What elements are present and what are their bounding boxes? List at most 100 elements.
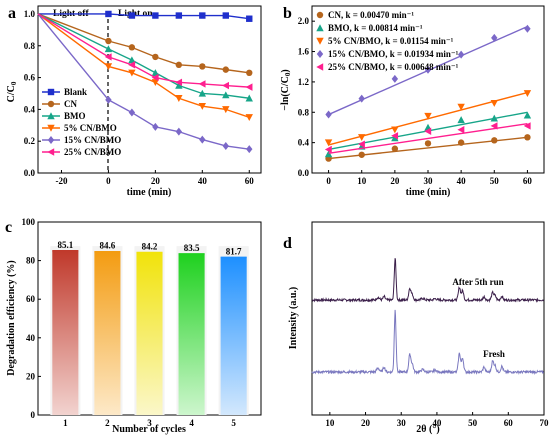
data-point — [324, 150, 333, 158]
x-tick-label: 10 — [325, 418, 335, 428]
legend-item-cn: CN, k = 0.00470 min⁻¹ — [316, 10, 414, 20]
data-point — [245, 83, 253, 91]
data-point — [523, 90, 532, 97]
x-tick-label: 2 — [105, 418, 110, 428]
series-15-cn-bmo — [325, 24, 531, 119]
y-tick-label: 0.0 — [24, 168, 36, 178]
x-tick-label: 50 — [468, 418, 478, 428]
panel-b-ticks: 0 10 20 30 40 50 60 0.0 0.4 0.8 1.2 1.6 2.0 — [298, 16, 533, 186]
data-point — [391, 134, 399, 142]
x-tick-label: 70 — [540, 418, 550, 428]
bar-value-label: 84.6 — [100, 241, 116, 251]
data-point — [424, 140, 432, 147]
bar-value-label: 84.2 — [142, 241, 158, 251]
data-point — [104, 63, 113, 71]
x-tick-label: 20 — [390, 176, 400, 186]
panel-b: b 0 10 20 30 40 50 60 0.0 0.4 0.8 1.2 1.6 2.0 CN, k … — [280, 5, 545, 198]
data-point — [175, 78, 183, 87]
data-point — [222, 106, 230, 114]
data-point — [104, 53, 112, 61]
y-tick-label: 0.8 — [24, 41, 36, 51]
x-tick-label: 1 — [63, 418, 68, 428]
y-tick-label: 60 — [26, 294, 36, 304]
data-point — [491, 33, 498, 42]
bar-cycle-5: 81.7 — [218, 246, 249, 415]
panel-a-ticks: -20 0 20 40 60 0.0 0.2 0.4 0.6 0.8 1.0 — [24, 9, 255, 186]
data-point — [391, 132, 399, 140]
bar-cycle-3: 84.2 — [134, 241, 165, 415]
data-point — [105, 95, 112, 104]
fit-line — [328, 122, 528, 154]
legend-item-bmo: BMO, k = 0.00814 min⁻¹ — [316, 23, 423, 33]
series-label-fresh: Fresh — [483, 349, 505, 359]
y-tick-label: 0.6 — [24, 73, 36, 83]
series-5-cn-bmo — [324, 90, 532, 147]
data-point — [128, 12, 136, 19]
data-point — [391, 126, 399, 134]
x-tick-label: 20 — [151, 176, 161, 186]
data-point — [490, 114, 498, 122]
data-point — [523, 111, 532, 119]
y-tick-label: 0.8 — [298, 107, 310, 117]
series-line-5-cn-bmo — [37, 13, 250, 118]
data-point — [128, 56, 136, 64]
data-point — [325, 110, 332, 119]
data-point — [222, 81, 229, 90]
data-point — [175, 61, 183, 69]
data-point — [524, 24, 531, 33]
x-tick-label: 60 — [245, 176, 255, 186]
legend-label: 5% CN/BMO — [64, 123, 117, 133]
data-point — [391, 145, 399, 152]
data-point — [424, 65, 432, 74]
panel-a-xlabel: time (min) — [127, 187, 172, 198]
x-tick-label: 40 — [457, 176, 467, 186]
x-tick-label: 5 — [231, 418, 236, 428]
x-tick-label: 60 — [523, 176, 533, 186]
series-line-15-cn-bmo — [37, 13, 250, 150]
data-point — [245, 114, 253, 122]
data-point — [198, 80, 206, 88]
data-point — [104, 45, 113, 53]
series-5-cn-bmo — [37, 13, 253, 122]
legend-item-5-cn-bmo: 5% CN/BMO — [42, 123, 117, 133]
legend-label: CN — [64, 99, 77, 109]
panel-b-xlabel: time (min) — [406, 187, 451, 198]
panel-label-d: d — [283, 235, 292, 252]
bar-cycle-4: 83.5 — [176, 243, 207, 415]
panel-b-series — [324, 24, 532, 162]
data-point — [222, 12, 229, 19]
series-bmo — [37, 13, 253, 102]
data-point — [222, 66, 229, 73]
panel-d-frame — [311, 221, 545, 416]
data-point — [199, 12, 206, 19]
bar-value-label: 85.1 — [57, 240, 73, 250]
x-tick-label: 3 — [147, 418, 152, 428]
bar — [220, 257, 247, 415]
y-tick-label: 0 — [31, 410, 36, 420]
data-point — [222, 141, 229, 150]
xrd-pattern-after-5th-run — [311, 258, 545, 304]
data-point — [151, 79, 160, 87]
data-point — [246, 15, 253, 22]
data-point — [358, 151, 365, 158]
legend-swatch-marker — [316, 63, 324, 71]
legend-item-bmo: BMO — [42, 111, 86, 121]
data-point — [128, 69, 136, 77]
y-tick-label: 2.0 — [298, 16, 310, 26]
series-cn — [325, 134, 531, 162]
legend-item-25-cn-bmo: 25% CN/BMO, k = 0.00648 min⁻¹ — [316, 62, 459, 72]
legend-swatch-marker — [47, 124, 55, 132]
panel-c: c 1 2 3 4 5 0 20 40 60 80 100 85.1 84.6 84.2 83.5 81.7… — [5, 217, 262, 435]
data-point — [128, 44, 136, 51]
legend-label: 25% CN/BMO, k = 0.00648 min⁻¹ — [328, 62, 459, 72]
legend-swatch-marker — [316, 11, 324, 19]
data-point — [358, 94, 365, 103]
data-point — [524, 134, 531, 141]
series-label-after-5th-run: After 5th run — [452, 277, 503, 287]
series-line-blank — [38, 13, 250, 20]
legend-swatch-marker — [47, 100, 55, 108]
data-point — [391, 74, 399, 83]
y-tick-label: 1.2 — [298, 77, 310, 87]
series-blank — [38, 10, 253, 22]
